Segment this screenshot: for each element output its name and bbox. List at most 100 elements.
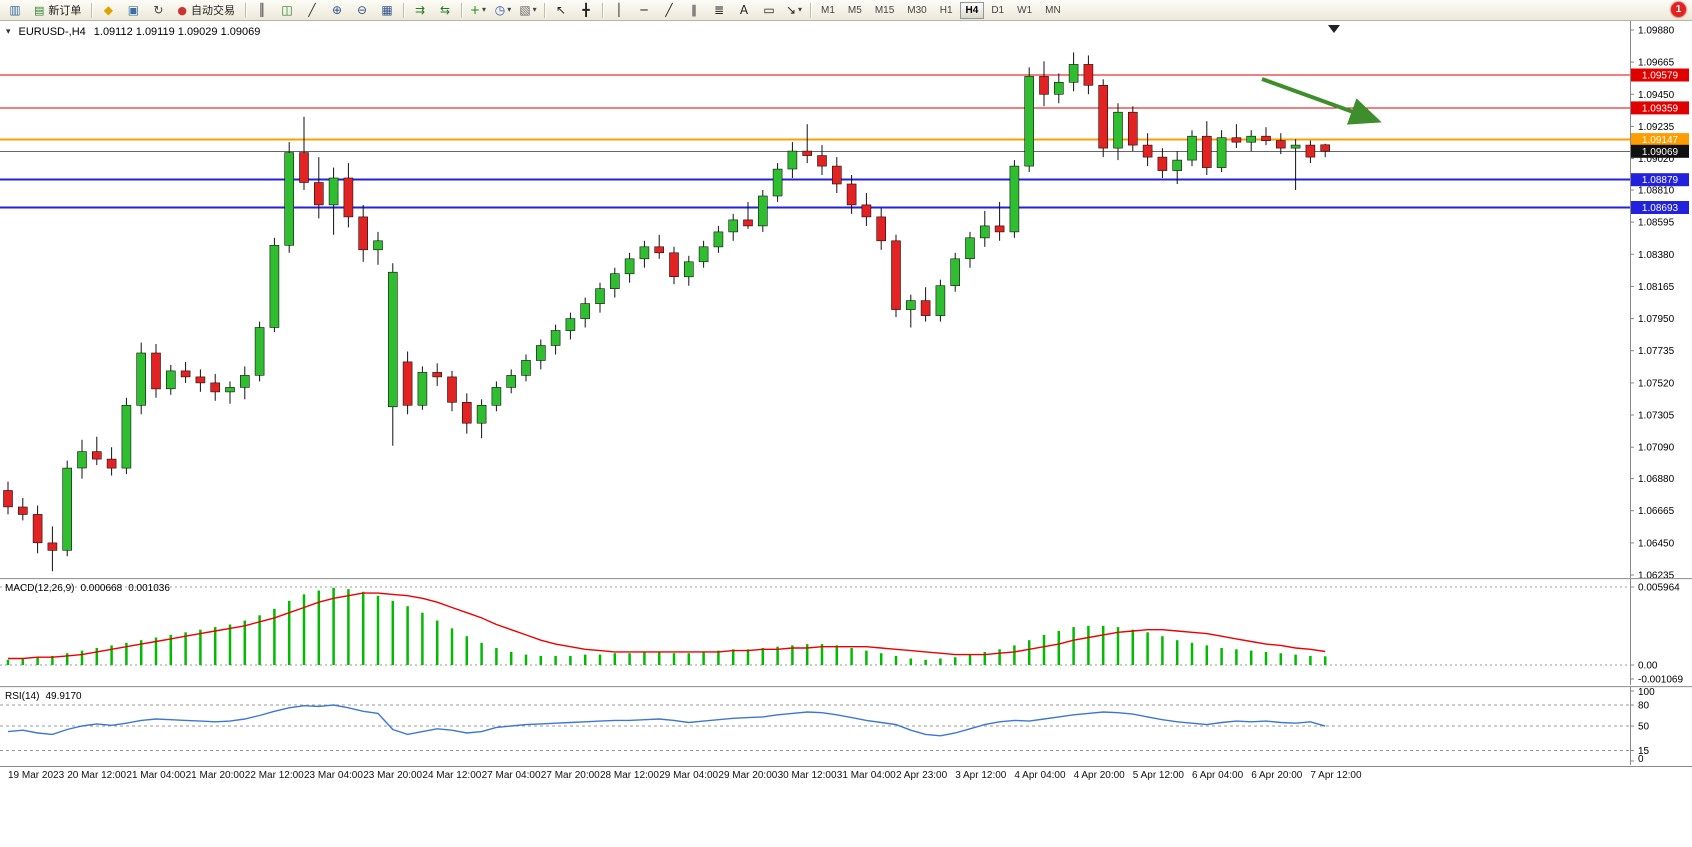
notification-badge[interactable]: 1	[1671, 2, 1686, 17]
templates-button[interactable]: ▧ ▾	[516, 2, 540, 19]
toolbar-separator	[91, 2, 93, 18]
indicators-button[interactable]: + ▾	[466, 2, 490, 19]
candle	[328, 177, 339, 206]
new-order-button[interactable]: ▤ 新订单	[28, 2, 87, 19]
candle	[550, 330, 561, 346]
auto-scroll-icon-icon: ⇉	[414, 3, 426, 17]
candle	[787, 150, 798, 170]
candle	[1068, 64, 1079, 83]
candle	[994, 225, 1005, 233]
candle	[950, 258, 961, 287]
zoom-out-icon[interactable]: ⊖	[350, 2, 374, 19]
candle	[817, 155, 827, 167]
periods-button[interactable]: ◷ ▾	[491, 2, 515, 19]
price-axis-label: 1.09665	[1638, 58, 1675, 69]
candlestick-chart-icon-icon: ◫	[281, 3, 293, 17]
candle	[1157, 156, 1168, 171]
candle	[876, 216, 887, 242]
timeframe-mn-button[interactable]: MN	[1045, 4, 1061, 16]
candle	[313, 182, 324, 206]
candle	[728, 219, 739, 233]
refresh-icon[interactable]: ↻	[146, 2, 170, 19]
time-axis-label: 27 Mar 04:00	[481, 770, 541, 781]
chart-shift-icon[interactable]: ⇆	[433, 2, 457, 19]
price-tag-1.09579	[1631, 68, 1689, 82]
time-axis-label: 31 Mar 04:00	[836, 770, 896, 781]
candle	[166, 370, 176, 390]
timeframe-m15-button[interactable]: M15	[874, 4, 895, 16]
time-axis-label: 20 Mar 12:00	[67, 770, 127, 781]
candle	[106, 458, 117, 469]
toolbar-separator	[403, 2, 405, 18]
arrows-icon: ↘	[785, 3, 797, 17]
arrows-button[interactable]: ↘ ▾	[782, 2, 806, 19]
text-icon[interactable]: A	[732, 2, 756, 19]
candle	[92, 451, 102, 460]
price-chart-canvas[interactable]: 1.09880 1.09665 1.09450 1.09235 1.09020 1.088…	[0, 21, 1692, 578]
rsi-canvas[interactable]: 100 80 50 150	[0, 687, 1692, 765]
chart-menu-caret-icon[interactable]: ▾	[6, 27, 11, 37]
candle	[935, 285, 946, 316]
horizontal-line-icon[interactable]: ─	[632, 2, 656, 19]
macd-canvas[interactable]: 0.005964 0.00 -0.001069	[0, 579, 1692, 685]
crosshair-icon[interactable]: ╋	[574, 2, 598, 19]
svg-text:1.08879: 1.08879	[1642, 175, 1679, 186]
candle	[1039, 76, 1049, 95]
candle	[402, 361, 413, 406]
candle	[1024, 76, 1034, 167]
tile-windows-icon[interactable]: ▦	[375, 2, 399, 19]
dropdown-caret-icon: ▾	[532, 5, 537, 14]
price-axis-label: 1.08595	[1638, 218, 1675, 229]
timeframe-m30-button[interactable]: M30	[907, 4, 927, 16]
candle	[180, 370, 191, 378]
candle	[595, 288, 605, 305]
time-axis-label: 29 Mar 04:00	[659, 770, 719, 781]
timeframe-w1-button[interactable]: W1	[1017, 4, 1033, 16]
candle	[387, 271, 398, 408]
svg-text:1.09579: 1.09579	[1642, 71, 1679, 82]
new-chart-icon[interactable]: ▥	[3, 2, 27, 19]
zoom-in-icon[interactable]: ⊕	[325, 2, 349, 19]
candle	[1098, 85, 1108, 149]
candle	[447, 376, 457, 403]
timeframe-h1-button[interactable]: H1	[939, 4, 953, 16]
line-chart-icon[interactable]: ╱	[300, 2, 324, 19]
timeframe-m1-button[interactable]: M1	[821, 4, 835, 16]
candle	[1216, 137, 1227, 168]
candle	[121, 404, 132, 469]
toolbar: ▥ ▤ 新订单 ◆ ▣ ↻ ● 自动交易 ║ ◫ ╱ ⊕ ⊖ ▦ ⇉ ⇆ + ▾ ◷ ▾ ▧ ▾ ↖ ╋ │ ─ ╱ ∥ ≣ A ▭ ↘ ▾ M1…	[0, 0, 1692, 21]
candle	[683, 261, 694, 278]
price-tag-1.08693	[1631, 201, 1689, 214]
vertical-line-icon[interactable]: │	[607, 2, 631, 19]
cursor-icon[interactable]: ↖	[549, 2, 573, 19]
rsi-line	[7, 704, 1326, 737]
candle	[506, 375, 517, 388]
fibonacci-icon[interactable]: ≣	[707, 2, 731, 19]
price-axis-label: 1.09450	[1638, 90, 1675, 101]
time-axis-label: 21 Mar 04:00	[126, 770, 186, 781]
label-icon[interactable]: ▭	[757, 2, 781, 19]
price-axis-label: 1.07950	[1638, 314, 1675, 325]
metaeditor-icon[interactable]: ◆	[96, 2, 120, 19]
channel-icon[interactable]: ∥	[682, 2, 706, 19]
zoom-in-icon-icon: ⊕	[331, 3, 343, 17]
time-axis-label: 21 Mar 20:00	[185, 770, 245, 781]
terminal-icon[interactable]: ▣	[121, 2, 145, 19]
candle	[624, 258, 635, 275]
timeframe-m5-button[interactable]: M5	[847, 4, 862, 16]
timeframe-h4-button[interactable]: H4	[959, 1, 985, 19]
candle	[861, 204, 872, 218]
time-axis-label: 24 Mar 12:00	[422, 770, 482, 781]
candle	[1261, 135, 1271, 141]
trend-arrow-annotation	[1261, 77, 1382, 125]
trendline-icon[interactable]: ╱	[657, 2, 681, 19]
auto-scroll-icon[interactable]: ⇉	[408, 2, 432, 19]
svg-text:1.09069: 1.09069	[1642, 147, 1679, 158]
candle	[17, 506, 28, 515]
bar-chart-icon[interactable]: ║	[250, 2, 274, 19]
time-axis[interactable]: 19 Mar 2023 20 Mar 12:00 21 Mar 04:00 21 Ma…	[0, 766, 1692, 787]
time-axis-label: 5 Apr 12:00	[1132, 770, 1184, 781]
candlestick-chart-icon[interactable]: ◫	[275, 2, 299, 19]
autotrading-button[interactable]: ● 自动交易	[171, 2, 241, 19]
timeframe-d1-button[interactable]: D1	[991, 4, 1005, 16]
